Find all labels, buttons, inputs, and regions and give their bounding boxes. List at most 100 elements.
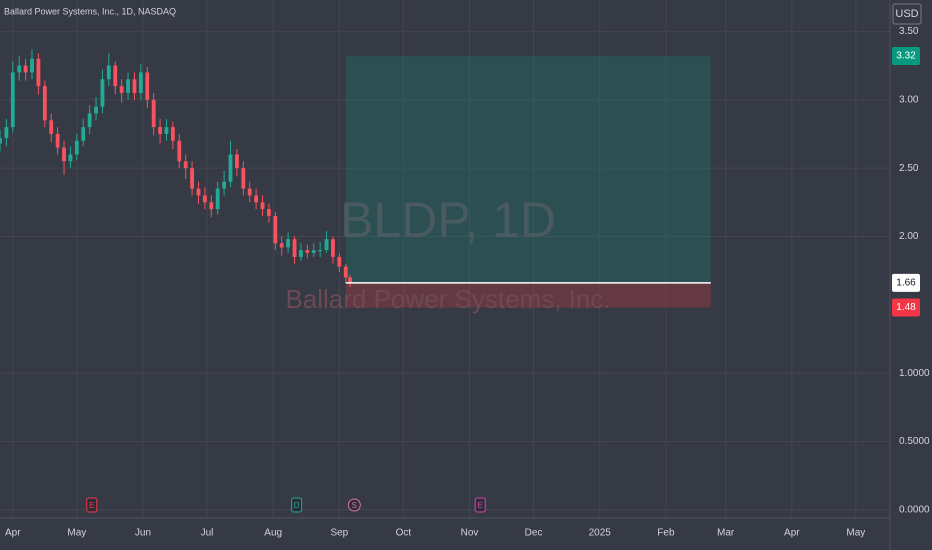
candle-body xyxy=(36,58,41,87)
target-zone xyxy=(345,56,711,283)
candle-body xyxy=(234,154,239,169)
candle-body xyxy=(222,181,227,189)
candle-body xyxy=(202,195,207,203)
x-tick-label: Nov xyxy=(461,528,479,539)
candle-body xyxy=(305,250,310,253)
x-tick-label: Jun xyxy=(135,528,151,539)
candle-body xyxy=(138,72,143,93)
candle-body xyxy=(348,277,352,283)
candle-body xyxy=(68,154,73,162)
price-label-box xyxy=(892,47,920,66)
watermark: BLDP, 1D xyxy=(340,192,556,248)
x-tick-label: Mar xyxy=(717,528,735,539)
candle-body xyxy=(132,79,137,93)
candle-body xyxy=(215,188,220,210)
candle-body xyxy=(311,250,316,253)
candle-body xyxy=(228,154,233,182)
candle-body xyxy=(209,202,214,210)
candle-body xyxy=(318,250,323,252)
event-marker xyxy=(86,497,98,513)
candle-body xyxy=(254,195,259,203)
event-label: D xyxy=(294,501,300,510)
y-tick-label: 3.00 xyxy=(899,94,919,105)
candle-body xyxy=(337,256,342,267)
x-tick-label: May xyxy=(846,528,865,539)
candle-body xyxy=(106,65,111,80)
x-tick-label: Oct xyxy=(396,528,412,539)
x-tick-label: Jul xyxy=(201,528,214,539)
candle-body xyxy=(260,202,265,210)
candle-body xyxy=(151,99,156,128)
time-axis xyxy=(0,518,932,550)
candle-body xyxy=(0,138,2,144)
watermark-name: Ballard Power Systems, Inc. xyxy=(285,284,610,314)
x-tick-label: Dec xyxy=(525,528,543,539)
x-tick-label: Apr xyxy=(784,528,800,539)
event-marker xyxy=(291,497,303,513)
candle-body xyxy=(113,65,118,87)
candle-body xyxy=(158,127,162,134)
x-tick-label: Aug xyxy=(264,528,282,539)
candle-body xyxy=(170,127,175,141)
price-label: 1.48 xyxy=(896,302,916,313)
candle-body xyxy=(331,239,335,257)
candle-body xyxy=(62,147,66,162)
candle-body xyxy=(94,106,98,114)
candle-body xyxy=(4,127,9,139)
candle-body xyxy=(267,209,271,216)
candle-body xyxy=(190,168,195,189)
candle-body xyxy=(55,133,60,148)
price-label: 3.32 xyxy=(896,51,916,62)
candle-body xyxy=(23,65,28,73)
y-tick-label: 0.0000 xyxy=(899,504,930,515)
chart-title: Ballard Power Systems, Inc., 1D, NASDAQ xyxy=(4,6,176,16)
x-tick-label: 2025 xyxy=(589,528,612,539)
price-label-box xyxy=(892,298,920,317)
y-tick-label: 1.0000 xyxy=(899,368,930,379)
x-tick-label: May xyxy=(67,528,86,539)
currency[interactable]: USD xyxy=(895,8,918,20)
candle-body xyxy=(183,161,188,169)
x-tick-label: Sep xyxy=(330,528,348,539)
event-marker xyxy=(347,498,361,512)
event-label: S xyxy=(352,501,357,510)
candle-body xyxy=(196,188,201,196)
candle-body xyxy=(299,250,303,257)
event-label: E xyxy=(478,501,483,510)
candle-body xyxy=(126,79,130,93)
candle-body xyxy=(145,72,150,100)
y-tick-label: 0.5000 xyxy=(899,436,930,447)
candle-body xyxy=(279,243,284,248)
stop-zone xyxy=(345,282,711,308)
candle-body xyxy=(241,168,246,189)
candle-body xyxy=(177,140,182,162)
currency-box[interactable] xyxy=(892,3,922,25)
candle-body xyxy=(74,140,79,155)
candle-body xyxy=(164,127,169,134)
candle-body xyxy=(286,239,291,248)
candle-body xyxy=(292,239,297,257)
price-label-box xyxy=(892,273,920,292)
candle-body xyxy=(247,188,252,196)
candle-body xyxy=(30,58,34,73)
x-tick-label: Apr xyxy=(5,528,21,539)
event-label: E xyxy=(89,501,94,510)
candle-body xyxy=(10,72,15,128)
candle-body xyxy=(343,266,348,278)
candle-body xyxy=(17,65,22,73)
candle-body xyxy=(324,239,329,251)
y-tick-label: 2.50 xyxy=(899,163,919,174)
candle-body xyxy=(119,86,124,93)
price-label: 1.66 xyxy=(896,278,916,289)
candle-body xyxy=(42,86,47,121)
candle-body xyxy=(81,127,86,141)
candle-body xyxy=(273,215,278,244)
x-tick-label: Feb xyxy=(657,528,675,539)
candle-body xyxy=(49,120,54,134)
event-marker xyxy=(474,497,486,513)
y-tick-label: 2.00 xyxy=(899,231,919,242)
candle-body xyxy=(100,79,105,107)
candle-body xyxy=(87,113,92,128)
